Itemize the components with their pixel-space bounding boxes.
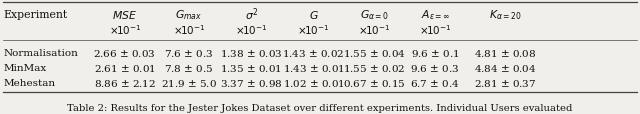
Text: Mehestan: Mehestan [3, 79, 55, 88]
Text: 7.6 $\pm$ 0.3: 7.6 $\pm$ 0.3 [164, 48, 214, 59]
Text: $\times\!10^{-1}$: $\times\!10^{-1}$ [358, 23, 390, 37]
Text: $\times\!10^{-1}$: $\times\!10^{-1}$ [109, 23, 141, 37]
Text: 1.55 $\pm$ 0.04: 1.55 $\pm$ 0.04 [343, 48, 406, 59]
Text: 6.7 $\pm$ 0.4: 6.7 $\pm$ 0.4 [410, 78, 460, 89]
Text: 1.38 $\pm$ 0.03: 1.38 $\pm$ 0.03 [220, 48, 283, 59]
Text: $\mathit{G}_{\alpha=0}$: $\mathit{G}_{\alpha=0}$ [360, 8, 389, 22]
Text: $\mathit{\sigma}^2$: $\mathit{\sigma}^2$ [245, 7, 258, 23]
Text: $\mathit{MSE}$: $\mathit{MSE}$ [112, 9, 138, 21]
Text: 2.66 $\pm$ 0.03: 2.66 $\pm$ 0.03 [93, 48, 156, 59]
Text: 2.61 $\pm$ 0.01: 2.61 $\pm$ 0.01 [94, 63, 156, 74]
Text: 4.81 $\pm$ 0.08: 4.81 $\pm$ 0.08 [474, 48, 537, 59]
Text: $\mathit{A}_{\epsilon=\infty}$: $\mathit{A}_{\epsilon=\infty}$ [420, 8, 450, 22]
Text: $\mathit{G}_{max}$: $\mathit{G}_{max}$ [175, 8, 202, 22]
Text: 8.86 $\pm$ 2.12: 8.86 $\pm$ 2.12 [94, 78, 156, 89]
Text: 3.37 $\pm$ 0.98: 3.37 $\pm$ 0.98 [220, 78, 283, 89]
Text: 1.43 $\pm$ 0.01: 1.43 $\pm$ 0.01 [283, 63, 344, 74]
Text: $\times\!10^{-1}$: $\times\!10^{-1}$ [236, 23, 268, 37]
Text: $\times\!10^{-1}$: $\times\!10^{-1}$ [419, 23, 451, 37]
Text: 9.6 $\pm$ 0.3: 9.6 $\pm$ 0.3 [410, 63, 460, 74]
Text: Normalisation: Normalisation [3, 49, 78, 58]
Text: 7.8 $\pm$ 0.5: 7.8 $\pm$ 0.5 [164, 63, 213, 74]
Text: MinMax: MinMax [3, 64, 47, 73]
Text: Table 2: Results for the Jester Jokes Dataset over different experiments. Indivi: Table 2: Results for the Jester Jokes Da… [67, 103, 573, 112]
Text: 21.9 $\pm$ 5.0: 21.9 $\pm$ 5.0 [161, 78, 217, 89]
Text: $\mathit{K}_{\alpha=20}$: $\mathit{K}_{\alpha=20}$ [489, 8, 522, 22]
Text: $\times\!10^{-1}$: $\times\!10^{-1}$ [298, 23, 330, 37]
Text: 1.55 $\pm$ 0.02: 1.55 $\pm$ 0.02 [343, 63, 406, 74]
Text: 9.6 $\pm$ 0.1: 9.6 $\pm$ 0.1 [411, 48, 460, 59]
Text: $\mathit{G}$: $\mathit{G}$ [308, 9, 319, 21]
Text: Experiment: Experiment [3, 10, 67, 20]
Text: 2.81 $\pm$ 0.37: 2.81 $\pm$ 0.37 [474, 78, 537, 89]
Text: 1.02 $\pm$ 0.01: 1.02 $\pm$ 0.01 [283, 78, 344, 89]
Text: 4.84 $\pm$ 0.04: 4.84 $\pm$ 0.04 [474, 63, 537, 74]
Text: 0.67 $\pm$ 0.15: 0.67 $\pm$ 0.15 [343, 78, 406, 89]
Text: 1.43 $\pm$ 0.02: 1.43 $\pm$ 0.02 [282, 48, 345, 59]
Text: $\times\!10^{-1}$: $\times\!10^{-1}$ [173, 23, 205, 37]
Text: 1.35 $\pm$ 0.01: 1.35 $\pm$ 0.01 [221, 63, 282, 74]
